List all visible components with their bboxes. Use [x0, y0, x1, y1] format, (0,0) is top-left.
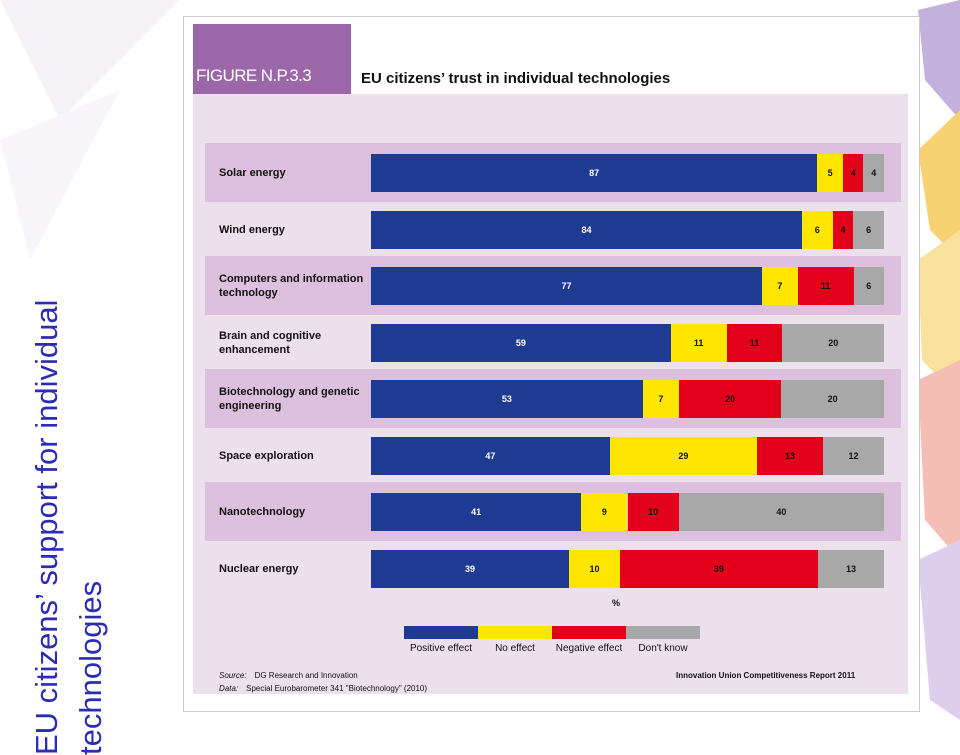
category-label: Brain and cognitive enhancement	[219, 329, 322, 356]
legend-label: Positive effect	[409, 643, 473, 654]
bar-segment: 77	[371, 267, 763, 305]
category-label: Biotechnology and genetic engineering	[219, 386, 360, 412]
figure-title: EU citizens’ trust in individual technol…	[361, 70, 671, 87]
legend-swatch	[478, 626, 552, 639]
bar-segment: 40	[678, 493, 884, 531]
bar-segment: 29	[609, 436, 758, 475]
bar-segment: 11	[670, 323, 727, 362]
bar-segment: 12	[823, 436, 884, 475]
unit-label: %	[612, 598, 621, 608]
figure-label: FIGURE N.P.3.3	[196, 66, 312, 85]
bar-segment: 11	[726, 323, 783, 362]
legend-swatch	[552, 626, 626, 639]
legend-swatch	[404, 626, 478, 639]
category-label: Solar energy	[219, 167, 286, 179]
report-name: Innovation Union Competitiveness Report …	[676, 671, 856, 680]
source-prefix: Source:	[219, 671, 247, 680]
source-line: Source: DG Research and Innovation	[219, 671, 358, 680]
data-text: Special Eurobarometer 341 "Biotechnology…	[246, 684, 428, 693]
bar-segment: 6	[853, 267, 884, 305]
bar-segment: 11	[797, 267, 854, 305]
bar-segment: 84	[371, 210, 802, 249]
figure-label-box	[193, 24, 351, 94]
bar-segment: 47	[371, 436, 610, 475]
slide-title: EU citizens’ support for individual tech…	[29, 299, 108, 755]
bar-segment: 6	[853, 210, 884, 249]
legend-label: No effect	[495, 643, 535, 654]
bar-segment: 20	[782, 323, 884, 362]
data-prefix: Data:	[219, 684, 239, 693]
bar-segment: 9	[581, 493, 628, 531]
bar-segment: 53	[371, 380, 643, 418]
bar-segment: 7	[762, 267, 798, 305]
bar-segment: 87	[371, 154, 818, 192]
legend-label: Negative effect	[555, 643, 623, 654]
bar-segment: 59	[371, 323, 671, 362]
bar-segment: 10	[627, 493, 679, 531]
category-label: Nanotechnology	[219, 506, 306, 518]
bar-segment: 5	[817, 154, 843, 192]
bar-segment: 13	[757, 436, 824, 475]
category-label: Space exploration	[219, 449, 314, 462]
source-text: DG Research and Innovation	[254, 671, 358, 680]
bar-segment: 6	[801, 210, 833, 249]
legend-label: Don't know	[638, 643, 688, 654]
bar-segment: 4	[863, 154, 884, 192]
category-label: Wind energy	[219, 223, 285, 236]
bar-segment: 4	[842, 154, 864, 192]
bar-segment: 4	[832, 210, 854, 249]
bar-segment: 39	[371, 549, 570, 588]
bar-segment: 10	[569, 549, 620, 588]
bar-segment: 41	[371, 493, 582, 531]
bar-segment: 39	[619, 549, 818, 588]
legend-swatch	[626, 626, 700, 639]
category-label: Computers and information technology	[219, 273, 364, 299]
bar-segment: 20	[781, 380, 884, 418]
data-line: Data: Special Eurobarometer 341 "Biotechn…	[219, 684, 427, 693]
bar-segment: 20	[678, 380, 782, 418]
bar-segment: 7	[642, 380, 679, 418]
category-label: Nuclear energy	[219, 562, 299, 575]
bar-segment: 13	[817, 549, 884, 588]
